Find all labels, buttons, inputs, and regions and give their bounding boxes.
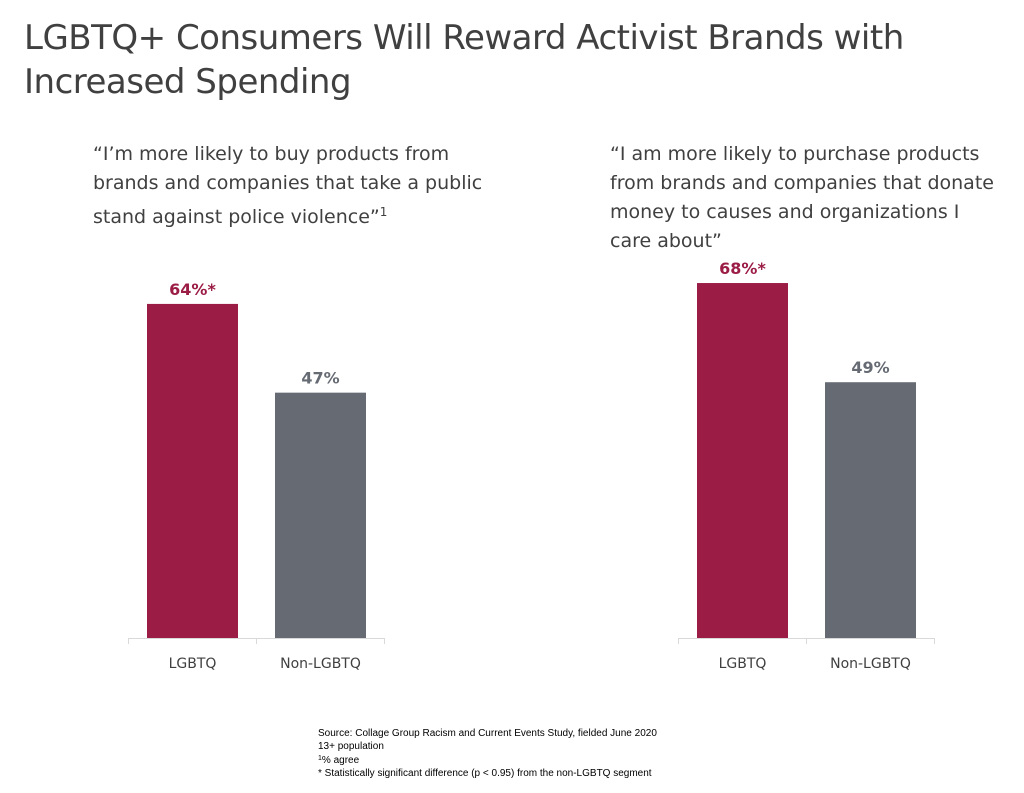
footnote-1-line: 1% agree — [318, 753, 818, 768]
page-title: LGBTQ+ Consumers Will Reward Activist Br… — [24, 16, 1004, 104]
population-line: 13+ population — [318, 740, 384, 752]
significance-line: * Statistically significant difference (… — [318, 767, 652, 779]
chart-1-bar-non-lgbtq — [275, 392, 366, 638]
footnote-1-text: % agree — [321, 755, 360, 766]
chart-2-data-label-non-lgbtq: 49% — [851, 358, 889, 377]
chart-1-quote-line-3: stand against police violence”1 — [93, 198, 513, 232]
chart-1-quote-line-2: brands and companies that take a public — [93, 172, 483, 194]
chart-1-category-label-non-lgbtq: Non-LGBTQ — [280, 656, 361, 672]
chart-2-quote: “I am more likely to purchase products f… — [610, 140, 1010, 256]
chart-1-quote-line-3-text: stand against police violence” — [93, 206, 380, 228]
chart-1-category-label-lgbtq: LGBTQ — [169, 656, 217, 672]
chart-2-bar-non-lgbtq — [825, 382, 916, 638]
chart-2-quote-line-3: money to causes and organizations I — [610, 201, 960, 223]
chart-2-quote-line-1: “I am more likely to purchase products — [610, 143, 980, 165]
chart-2-quote-line-4: care about” — [610, 230, 722, 252]
chart-1-data-label-non-lgbtq: 47% — [301, 369, 339, 388]
chart-2-bar-lgbtq — [697, 283, 788, 638]
chart-1-data-label-lgbtq: 64%* — [169, 280, 216, 299]
chart-1-quote: “I’m more likely to buy products from br… — [93, 140, 513, 232]
chart-2-category-label-lgbtq: LGBTQ — [719, 656, 767, 672]
chart-1-bar-lgbtq — [147, 303, 238, 638]
chart-1-quote-line-1: “I’m more likely to buy products from — [93, 143, 450, 165]
footnote-1-marker: 1 — [318, 755, 322, 762]
chart-2-quote-line-2: from brands and companies that donate — [610, 172, 994, 194]
chart-2-category-label-non-lgbtq: Non-LGBTQ — [830, 656, 911, 672]
title-line-2: Increased Spending — [24, 62, 352, 102]
footnote-ref-1: 1 — [379, 205, 388, 219]
title-line-1: LGBTQ+ Consumers Will Reward Activist Br… — [24, 18, 904, 58]
source-notes: Source: Collage Group Racism and Current… — [318, 728, 818, 780]
chart-2-data-label-lgbtq: 68%* — [719, 259, 766, 278]
source-line: Source: Collage Group Racism and Current… — [318, 728, 657, 739]
